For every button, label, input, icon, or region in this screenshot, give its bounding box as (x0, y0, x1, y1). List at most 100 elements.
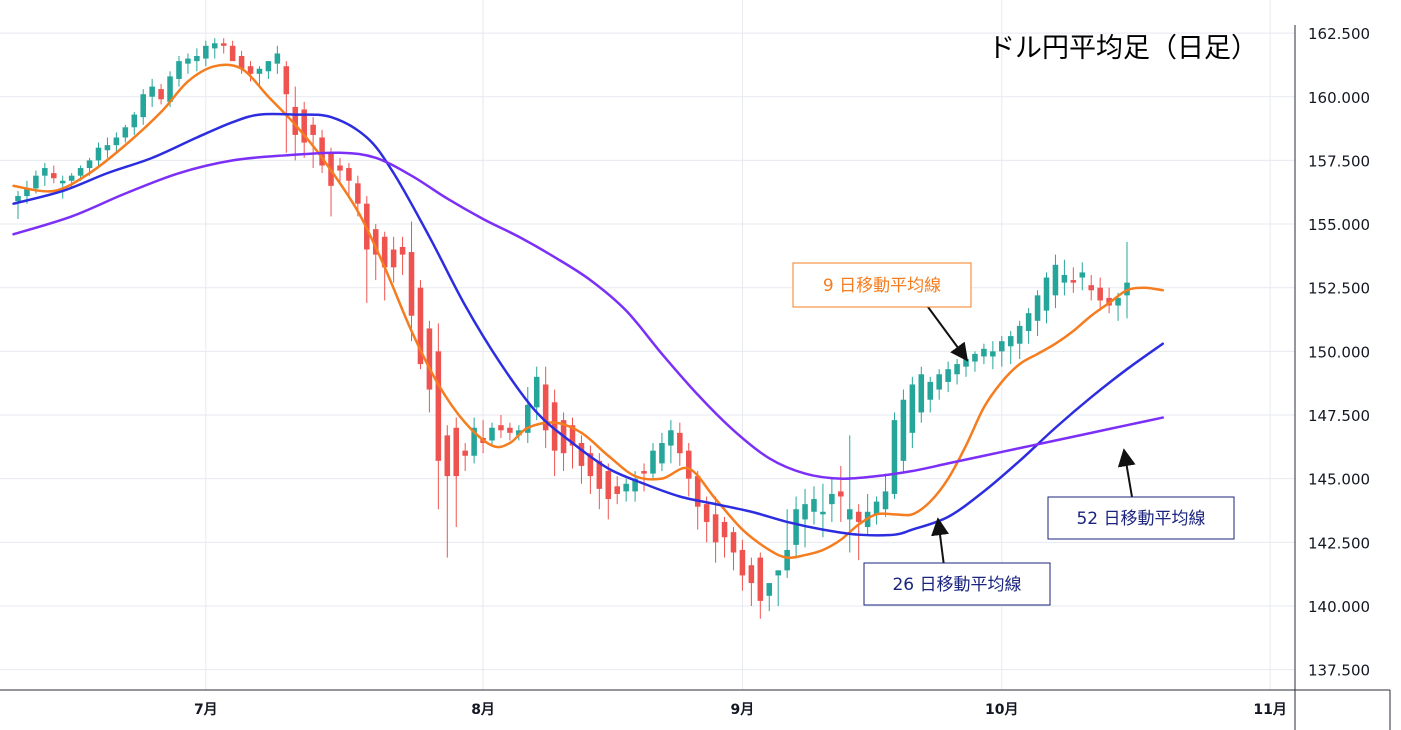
candle-body (1097, 287, 1103, 301)
candle-body (1061, 274, 1068, 283)
candle (909, 376, 916, 449)
candle (990, 341, 996, 370)
candle (140, 89, 146, 125)
candle-body (829, 493, 835, 505)
ma9-callout-box (792, 262, 972, 308)
candle (1088, 274, 1094, 301)
candle (882, 473, 889, 517)
candle (1097, 277, 1103, 311)
candle (1007, 330, 1014, 365)
candle-body (1052, 264, 1059, 296)
x-tick-labels: 7月 8月 9月 10月 11月 (194, 702, 1287, 718)
candle (730, 527, 737, 571)
candle (1016, 320, 1023, 360)
candle (703, 496, 710, 543)
candle-body (694, 476, 701, 507)
candle-body (319, 137, 325, 166)
candle-body (1115, 297, 1121, 306)
candle (918, 366, 925, 423)
candle (68, 173, 75, 189)
candle (417, 280, 424, 370)
candle (265, 61, 272, 79)
candle-body (721, 521, 728, 538)
candle-body (426, 328, 433, 390)
candle-body (542, 384, 549, 431)
candle-body (507, 427, 513, 433)
candle-body (24, 188, 30, 197)
y-tick-label: 157.500 (1308, 152, 1370, 170)
candle (301, 101, 307, 158)
candle (677, 422, 683, 466)
candle-body (605, 471, 612, 500)
candle-body (748, 565, 755, 584)
candle (337, 157, 343, 184)
candle (453, 417, 460, 528)
candle-body (167, 76, 173, 102)
candle-body (185, 58, 191, 64)
y-tick-label: 155.000 (1308, 216, 1370, 234)
candle-body (1079, 272, 1086, 278)
candle-body (569, 425, 576, 446)
candle (176, 56, 182, 87)
candle (1061, 259, 1068, 296)
moving-average-lines (12, 63, 1165, 560)
ma9-line (12, 63, 1165, 560)
candle-body (104, 145, 111, 151)
candle-body (972, 353, 978, 362)
candle-body (355, 183, 361, 204)
candle-body (775, 570, 781, 576)
x-tick-label: 10月 (985, 702, 1018, 718)
candle (820, 483, 826, 538)
y-tick-label: 162.500 (1308, 25, 1370, 43)
candle (346, 162, 352, 199)
candle (605, 463, 612, 520)
candle-body (793, 509, 799, 545)
candle (578, 435, 585, 484)
candle-body (632, 478, 638, 492)
candle (775, 570, 781, 606)
candle-body (838, 491, 844, 497)
candle-body (981, 348, 987, 357)
candle-body (131, 114, 138, 128)
candle-body (158, 89, 164, 100)
candle-body (587, 453, 594, 477)
candle (149, 78, 155, 107)
candle-body (256, 68, 263, 74)
candle-body (417, 287, 424, 365)
candle (507, 422, 513, 441)
ma52-callout-box (1047, 496, 1235, 540)
candle (945, 361, 951, 393)
candle-body (408, 252, 415, 316)
chart-title: ドル円平均足（日足） (988, 33, 1258, 64)
candle (668, 420, 674, 464)
candle (614, 476, 620, 505)
candle (408, 221, 415, 342)
candle-body (310, 124, 316, 135)
candle-body (990, 351, 996, 357)
x-tick-label: 7月 (194, 702, 218, 718)
candle-body (86, 160, 93, 169)
candle-body (533, 376, 540, 408)
candle (936, 369, 942, 400)
candle-body (954, 364, 960, 375)
candle-body (614, 486, 620, 494)
ma52-line (12, 151, 1165, 480)
y-tick-label: 147.500 (1308, 407, 1370, 425)
candle-body (346, 168, 352, 181)
candle-body (95, 147, 102, 161)
candle-body (453, 427, 460, 477)
candle (838, 465, 844, 522)
candle (95, 142, 102, 169)
candle-body (51, 173, 57, 179)
candle (1025, 308, 1032, 344)
y-tick-label: 160.000 (1308, 89, 1370, 107)
candle-body (918, 374, 925, 413)
candle-body (1016, 325, 1023, 344)
candle (372, 224, 379, 281)
candle (435, 323, 442, 510)
candle-body (685, 450, 692, 479)
y-tick-labels: 162.500 160.000 157.500 155.000 152.500 150.0… (1308, 25, 1370, 680)
candle-body (846, 509, 853, 520)
candle-body (292, 106, 299, 135)
candle-body (498, 425, 504, 431)
